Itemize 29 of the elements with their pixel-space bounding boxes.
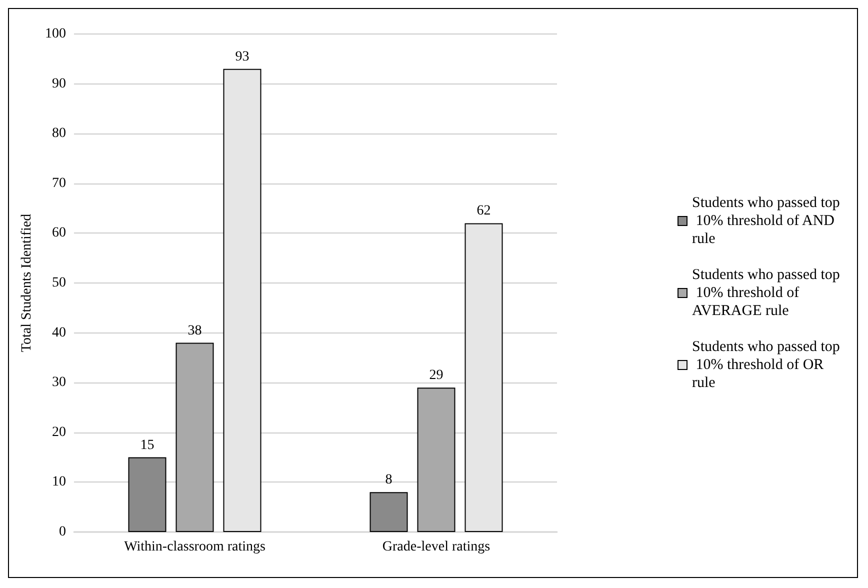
data-label: 93 (235, 49, 250, 64)
y-tick-label: 60 (52, 226, 66, 241)
y-tick-label: 80 (52, 126, 66, 142)
data-label: 15 (140, 438, 154, 453)
y-tick-label: 40 (52, 325, 66, 340)
data-label: 8 (385, 472, 392, 488)
y-tick-label: 90 (52, 76, 66, 92)
data-label: 38 (188, 323, 202, 338)
legend-label: Students who passed top 10% threshold of OR rule (692, 339, 840, 391)
bar (464, 223, 503, 532)
y-tick-label: 70 (52, 176, 66, 191)
bar (223, 68, 262, 532)
y-tick-label: 0 (59, 524, 66, 540)
bar (176, 342, 214, 532)
y-tick-label: 20 (52, 424, 66, 440)
legend-label: Students who passed top 10% threshold of AND rule (692, 195, 840, 247)
x-tick-label: Within-classroom ratings (124, 540, 266, 554)
y-axis-title: Total Students Identified (20, 214, 34, 352)
bar (128, 457, 166, 532)
y-tick-label: 30 (52, 375, 66, 390)
y-tick-label: 50 (52, 276, 66, 290)
y-tick-label: 100 (45, 26, 66, 42)
legend-label: Students who passed top 10% threshold of AVERAGE rule (692, 267, 840, 319)
data-label: 29 (429, 368, 444, 384)
bar (417, 388, 456, 532)
y-tick-label: 10 (52, 474, 66, 490)
x-tick-label: Grade-level ratings (382, 540, 490, 554)
data-label: 62 (476, 204, 491, 219)
bar (370, 492, 408, 532)
